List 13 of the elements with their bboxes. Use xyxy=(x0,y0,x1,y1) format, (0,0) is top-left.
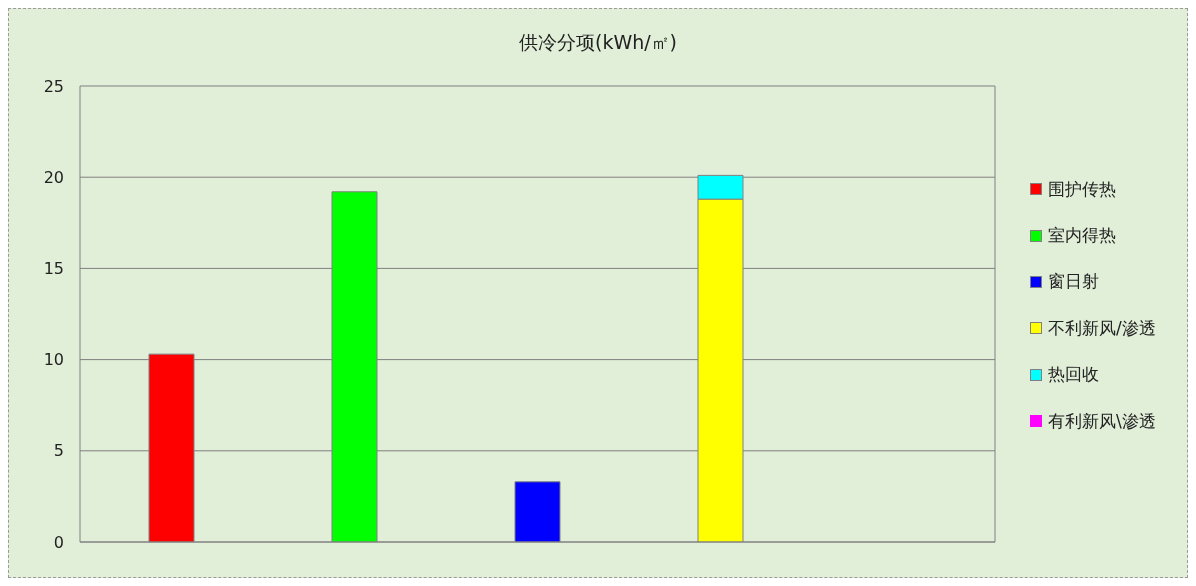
legend-label: 室内得热 xyxy=(1048,224,1116,248)
y-tick-label: 20 xyxy=(43,167,64,187)
y-tick-label: 25 xyxy=(43,76,64,96)
legend-label: 不利新风/渗透 xyxy=(1048,316,1156,340)
y-tick-label: 10 xyxy=(43,350,64,370)
chart-title: 供冷分项(kWh/㎡) xyxy=(517,30,679,54)
legend-label: 热回收 xyxy=(1048,363,1099,387)
legend-label: 窗日射 xyxy=(1048,270,1099,294)
legend-label: 有利新风\渗透 xyxy=(1048,409,1156,433)
y-tick-label: 5 xyxy=(53,441,64,461)
y-tick-label: 0 xyxy=(53,532,64,552)
y-tick-label: 15 xyxy=(43,259,64,279)
legend-label: 围护传热 xyxy=(1048,177,1116,201)
